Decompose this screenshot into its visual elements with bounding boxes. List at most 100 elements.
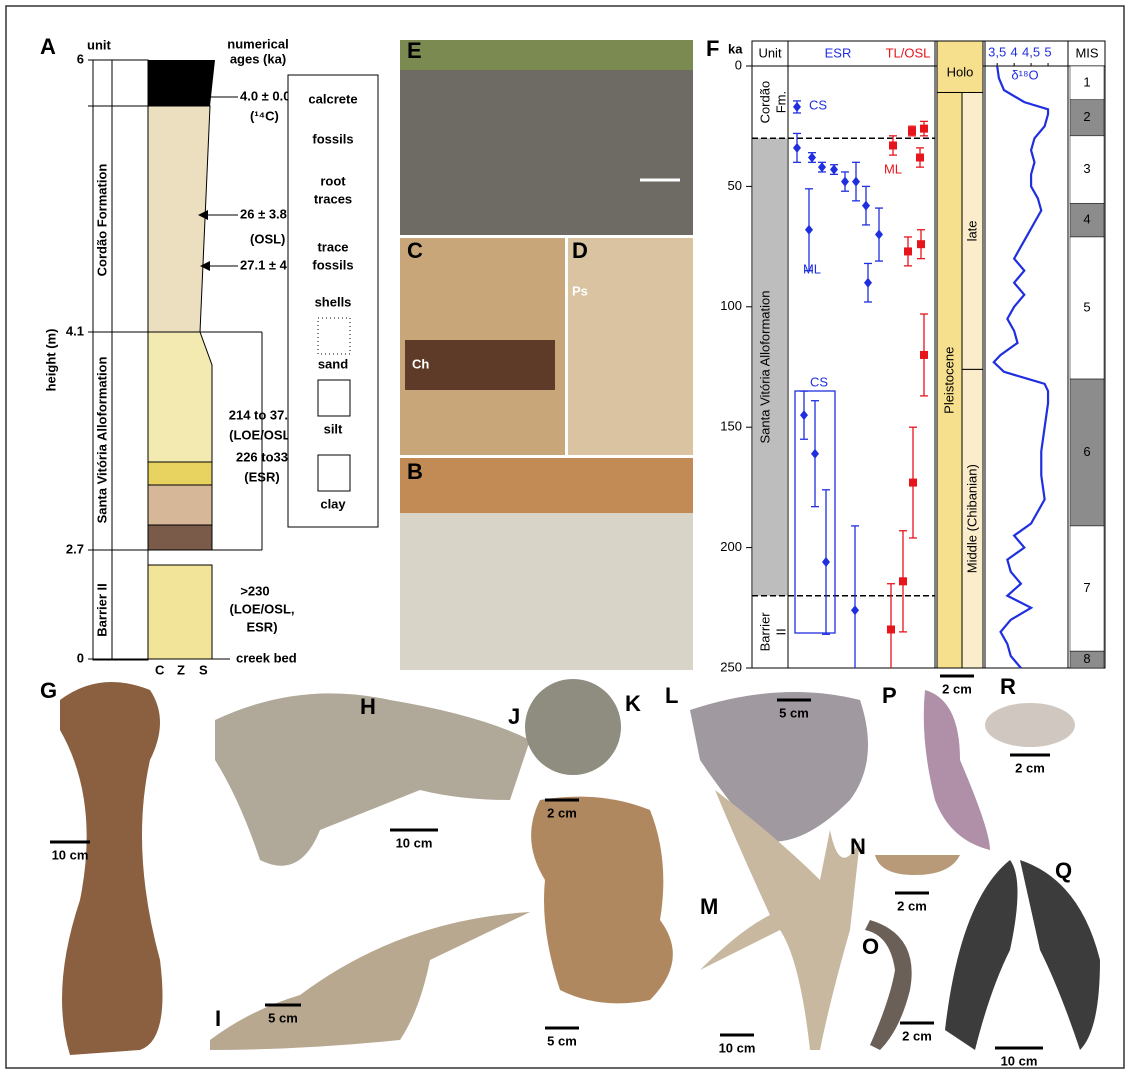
legend-label: trace: [317, 239, 348, 254]
specimen-label: I: [215, 1006, 221, 1031]
age: (ESR): [244, 469, 279, 484]
scale-label: 2 cm: [897, 898, 927, 913]
mis-label: 4: [1083, 212, 1090, 227]
scale-label: 10 cm: [719, 1040, 756, 1055]
cordao: [148, 106, 210, 332]
y-tick-label: 0: [735, 57, 742, 72]
point: [899, 577, 907, 585]
photo-label: C: [407, 238, 423, 263]
unit-name: Barrier II: [94, 583, 109, 636]
subepoch-label: late: [964, 220, 979, 241]
mis-label: 7: [1083, 580, 1090, 595]
sva-mid: [148, 462, 212, 485]
specimen-label: J: [508, 704, 520, 729]
scale-label: 10 cm: [1001, 1053, 1038, 1068]
soil: [148, 60, 215, 106]
specimen-label: N: [850, 834, 866, 859]
legend-label: traces: [314, 191, 352, 206]
specimen-r: [985, 703, 1075, 747]
legend-label: root: [320, 173, 346, 188]
specimen-label: O: [862, 934, 879, 959]
mis-label: 3: [1083, 161, 1090, 176]
point: [889, 141, 897, 149]
scale-label: 2 cm: [902, 1028, 932, 1043]
silt-swatch: [318, 380, 350, 416]
grain-size: S: [199, 662, 208, 677]
age: ESR): [246, 619, 277, 634]
sva-upper: [148, 332, 212, 462]
y-tick-label: 200: [720, 539, 742, 554]
y-label: ka: [728, 41, 743, 56]
scale-label: 2 cm: [547, 805, 577, 820]
point: [908, 127, 916, 135]
epoch-label: Pleistocene: [941, 347, 956, 414]
legend-label: silt: [324, 421, 343, 436]
specimen-label: G: [40, 678, 57, 703]
specimen-label: K: [625, 691, 641, 716]
height-tick: 2.7: [66, 541, 84, 556]
scale-label: 10 cm: [396, 835, 433, 850]
unit-header: Unit: [758, 45, 782, 60]
annotation: CS: [809, 97, 827, 112]
specimen-j: [525, 679, 621, 775]
unit-name: Santa Vitória Alloformation: [94, 357, 109, 524]
specimen-label: Q: [1055, 858, 1072, 883]
ages-header: ages (ka): [230, 51, 286, 66]
height-label: height (m): [43, 329, 58, 392]
mis-label: 2: [1083, 109, 1090, 124]
legend-label: sand: [318, 356, 348, 371]
sva-lower: [148, 485, 212, 525]
unit-name: Cordão: [757, 81, 772, 124]
grain-size: C: [155, 662, 165, 677]
point: [887, 625, 895, 633]
legend-label: fossils: [312, 257, 353, 272]
unit-name: II: [773, 628, 788, 635]
specimen-label: M: [700, 894, 718, 919]
photo-label: B: [407, 459, 423, 484]
point: [920, 125, 928, 133]
legend-label: calcrete: [308, 91, 357, 106]
clay-swatch: [318, 455, 350, 491]
scale-label: 5 cm: [268, 1010, 298, 1025]
legend-label: TL/OSL: [886, 45, 931, 60]
mis-label: 1: [1083, 74, 1090, 89]
mis-label: 8: [1083, 651, 1090, 666]
age: (OSL): [250, 231, 285, 246]
annotation: CS: [810, 374, 828, 389]
annotation: ML: [884, 161, 902, 176]
y-tick-label: 150: [720, 419, 742, 434]
sand-swatch: [318, 318, 350, 354]
unit-name: Cordão Formation: [94, 164, 109, 277]
legend-label: shells: [315, 294, 352, 309]
age: >230: [240, 583, 269, 598]
x-tick-label: 4: [1011, 44, 1018, 59]
unit-name: Barrier: [757, 612, 772, 652]
photo-label: D: [572, 238, 588, 263]
panel-label: F: [706, 36, 719, 61]
specimen-label: P: [882, 683, 897, 708]
annotation: Ch: [412, 356, 429, 371]
ages-header: numerical: [227, 36, 288, 51]
legend-label: ESR: [825, 45, 852, 60]
mis-label: 6: [1083, 444, 1090, 459]
height-tick: 6: [77, 51, 84, 66]
y-tick-label: 100: [720, 298, 742, 313]
scale-label: 2 cm: [942, 681, 972, 696]
age: (LOE/OSL,: [230, 601, 295, 616]
unit-name: Fm.: [773, 91, 788, 113]
specimen-label: L: [665, 683, 678, 708]
age: 26 ± 3.8: [240, 206, 287, 221]
grain-size: Z: [177, 662, 185, 677]
photo-d: [568, 238, 693, 455]
legend-label: fossils: [312, 131, 353, 146]
x-tick-label: 5: [1044, 44, 1051, 59]
point: [920, 351, 928, 359]
annotation: Ps: [572, 283, 588, 298]
height-tick: 0: [77, 650, 84, 665]
point: [917, 240, 925, 248]
subepoch-label: Middle (Chibanian): [964, 464, 979, 573]
photo-e-grass: [400, 40, 693, 70]
scale-label: 5 cm: [779, 705, 809, 720]
age: 214 to 37.9: [229, 407, 296, 422]
age: (¹⁴C): [250, 108, 279, 123]
